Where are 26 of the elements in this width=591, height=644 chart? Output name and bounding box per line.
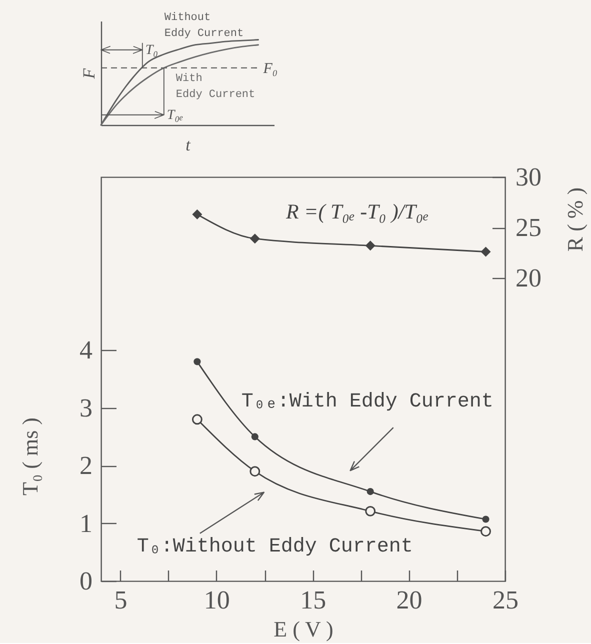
- y2-tick-label: 30: [516, 162, 542, 192]
- series-label: T₀:Without Eddy Current: [136, 535, 413, 558]
- x-tick-label: 20: [396, 586, 422, 614]
- ref-line-label: F₀: [262, 60, 278, 77]
- y-tick-label: 4: [80, 336, 92, 365]
- y2-tick-label: 25: [516, 213, 542, 242]
- y-tick-label: 2: [80, 451, 92, 480]
- y-axis-title: F: [80, 68, 98, 80]
- y2-tick-label: 20: [516, 264, 542, 292]
- series-label: With Eddy Current: [176, 72, 256, 101]
- x-tick-label: 10: [204, 586, 230, 614]
- y-tick-label: 1: [80, 508, 92, 538]
- x-axis-title: E ( V ): [274, 616, 334, 642]
- y-axis-title: T₀ ( ms ): [18, 418, 42, 496]
- x-axis-title: t: [186, 136, 192, 154]
- x-tick-label: 5: [114, 586, 128, 614]
- y-tick-label: 3: [80, 393, 92, 422]
- series-label: R =( T₀ₑ -T₀ )/T₀ₑ: [284, 200, 429, 224]
- y-tick-label: 0: [80, 566, 92, 596]
- series-label: T₀ₑ:With Eddy Current: [241, 390, 494, 414]
- x-tick-label: 25: [492, 586, 518, 614]
- annotation: T₀: [145, 42, 158, 58]
- annotation: T₀ₑ: [166, 108, 184, 123]
- x-tick-label: 15: [300, 586, 326, 614]
- series-label: Without Eddy Current: [164, 12, 244, 40]
- y2-axis-title: R ( % ): [562, 187, 588, 252]
